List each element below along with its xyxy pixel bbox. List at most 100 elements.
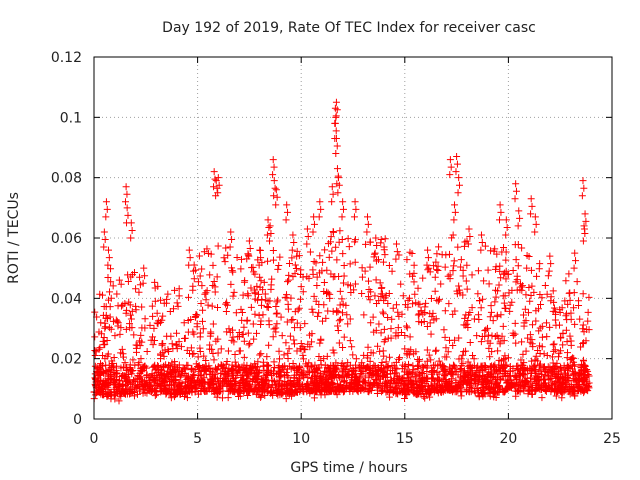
data-point bbox=[489, 317, 497, 325]
data-point bbox=[138, 324, 146, 332]
data-point bbox=[240, 387, 248, 395]
data-point bbox=[579, 321, 587, 329]
data-point bbox=[177, 343, 185, 351]
data-point bbox=[372, 326, 380, 334]
data-point bbox=[204, 378, 212, 386]
data-point bbox=[579, 177, 587, 185]
data-point bbox=[364, 220, 372, 228]
data-point bbox=[552, 392, 560, 400]
data-point bbox=[209, 281, 217, 289]
data-point bbox=[317, 379, 325, 387]
data-point bbox=[283, 294, 291, 302]
data-point bbox=[365, 277, 373, 285]
data-point bbox=[270, 192, 278, 200]
data-point bbox=[488, 332, 496, 340]
data-point bbox=[115, 397, 123, 405]
data-point bbox=[548, 353, 556, 361]
data-point bbox=[320, 301, 328, 309]
data-point bbox=[496, 340, 504, 348]
data-point bbox=[132, 302, 140, 310]
data-point bbox=[276, 355, 284, 363]
data-point bbox=[256, 351, 264, 359]
data-point bbox=[165, 377, 173, 385]
data-point bbox=[381, 380, 389, 388]
data-point bbox=[562, 277, 570, 285]
data-point bbox=[230, 375, 238, 383]
data-point bbox=[333, 165, 341, 173]
data-point bbox=[441, 307, 449, 315]
data-point bbox=[584, 308, 592, 316]
data-point bbox=[552, 321, 560, 329]
data-point bbox=[556, 308, 564, 316]
data-point bbox=[580, 377, 588, 385]
data-point bbox=[472, 373, 480, 381]
data-point bbox=[549, 341, 557, 349]
data-point bbox=[403, 351, 411, 359]
data-point bbox=[520, 370, 528, 378]
data-point bbox=[196, 344, 204, 352]
data-point bbox=[107, 294, 115, 302]
data-point bbox=[334, 308, 342, 316]
data-point bbox=[199, 325, 207, 333]
data-point bbox=[377, 239, 385, 247]
data-point bbox=[469, 352, 477, 360]
data-point bbox=[360, 386, 368, 394]
data-point bbox=[425, 388, 433, 396]
data-point bbox=[376, 347, 384, 355]
data-point bbox=[183, 389, 191, 397]
data-point bbox=[106, 313, 114, 321]
data-point bbox=[474, 290, 482, 298]
data-point bbox=[223, 299, 231, 307]
data-point bbox=[102, 198, 110, 206]
data-point bbox=[102, 361, 110, 369]
data-point bbox=[282, 381, 290, 389]
data-point bbox=[317, 370, 325, 378]
data-point bbox=[494, 287, 502, 295]
data-point bbox=[178, 387, 186, 395]
data-point bbox=[256, 246, 264, 254]
data-point bbox=[193, 323, 201, 331]
data-point bbox=[185, 261, 193, 269]
data-point bbox=[383, 363, 391, 371]
data-point bbox=[580, 222, 588, 230]
data-point bbox=[99, 337, 107, 345]
data-point bbox=[255, 261, 263, 269]
data-point bbox=[519, 350, 527, 358]
data-point bbox=[251, 386, 259, 394]
data-point bbox=[516, 280, 524, 288]
data-point bbox=[291, 324, 299, 332]
data-point bbox=[468, 363, 476, 371]
data-point bbox=[432, 258, 440, 266]
data-point bbox=[226, 243, 234, 251]
data-point bbox=[501, 352, 509, 360]
data-point bbox=[509, 267, 517, 275]
data-point bbox=[477, 381, 485, 389]
data-point bbox=[321, 246, 329, 254]
data-point bbox=[217, 361, 225, 369]
data-point bbox=[495, 281, 503, 289]
data-point bbox=[255, 381, 263, 389]
data-point bbox=[531, 356, 539, 364]
data-point bbox=[250, 268, 258, 276]
data-point bbox=[93, 364, 101, 372]
data-point bbox=[184, 385, 192, 393]
data-point bbox=[151, 297, 159, 305]
chart-title: Day 192 of 2019, Rate Of TEC Index for r… bbox=[162, 20, 536, 36]
data-point bbox=[412, 299, 420, 307]
data-point bbox=[565, 289, 573, 297]
data-point bbox=[497, 367, 505, 375]
data-point bbox=[134, 361, 142, 369]
data-point bbox=[251, 310, 259, 318]
data-point bbox=[455, 282, 463, 290]
data-point bbox=[208, 368, 216, 376]
data-point bbox=[317, 205, 325, 213]
data-point bbox=[482, 326, 490, 334]
data-point bbox=[393, 365, 401, 373]
data-point bbox=[310, 394, 318, 402]
data-point bbox=[352, 355, 360, 363]
data-point bbox=[405, 369, 413, 377]
data-point bbox=[293, 347, 301, 355]
data-point bbox=[522, 379, 530, 387]
data-point bbox=[232, 309, 240, 317]
data-point bbox=[315, 213, 323, 221]
